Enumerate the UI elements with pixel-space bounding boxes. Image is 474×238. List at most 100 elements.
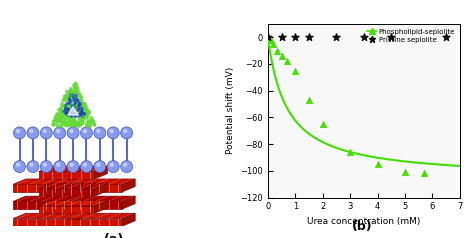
Point <box>80 102 87 106</box>
X-axis label: Urea concentration (mM): Urea concentration (mM) <box>307 217 420 226</box>
Point <box>61 106 69 110</box>
Point <box>75 120 82 124</box>
Point <box>67 88 74 92</box>
Point <box>58 111 66 115</box>
Point <box>64 113 72 117</box>
Point <box>78 110 85 114</box>
Point <box>71 84 79 88</box>
Point <box>64 99 71 102</box>
Point <box>61 118 68 122</box>
Point <box>58 114 65 117</box>
Point <box>74 112 82 116</box>
Point <box>56 110 64 114</box>
Text: (a): (a) <box>104 233 124 238</box>
Point <box>70 122 77 126</box>
Point <box>74 106 82 109</box>
Point <box>66 104 73 108</box>
Point <box>76 119 84 123</box>
Point <box>75 111 82 114</box>
Point <box>78 107 85 110</box>
Point <box>87 118 94 122</box>
Point <box>63 112 70 116</box>
Point <box>70 106 78 109</box>
Point <box>85 123 92 127</box>
Point <box>73 97 81 101</box>
Point <box>67 91 74 95</box>
Point <box>66 86 73 89</box>
Point <box>63 101 70 105</box>
Point <box>89 119 97 123</box>
Point <box>64 104 72 108</box>
Point <box>79 102 87 105</box>
Point <box>82 108 90 112</box>
Point <box>68 107 76 111</box>
Point <box>66 119 73 123</box>
Point <box>55 108 62 111</box>
Point <box>83 119 91 123</box>
Point <box>63 89 70 93</box>
Point <box>77 111 85 115</box>
Polygon shape <box>94 166 107 179</box>
Point <box>69 103 77 106</box>
Point <box>88 117 95 121</box>
Point <box>62 99 69 102</box>
Point <box>78 112 85 116</box>
Point <box>73 108 81 112</box>
Circle shape <box>97 129 100 133</box>
Point <box>79 116 87 119</box>
Point <box>67 89 74 93</box>
Point <box>74 89 82 93</box>
Point <box>87 117 95 120</box>
Point <box>61 94 68 98</box>
Point <box>72 87 79 90</box>
Point <box>79 120 87 124</box>
Polygon shape <box>69 179 82 192</box>
Point <box>73 112 80 116</box>
Point <box>79 117 86 121</box>
Point <box>63 121 70 125</box>
Point <box>78 94 85 98</box>
Point <box>73 91 80 95</box>
Point <box>73 121 81 125</box>
Point <box>58 117 66 121</box>
Point <box>76 105 83 109</box>
Point <box>64 123 71 127</box>
Point <box>88 120 96 124</box>
Point <box>66 88 73 92</box>
Point <box>56 123 64 127</box>
Point <box>51 114 59 118</box>
Point <box>82 123 90 127</box>
Point <box>84 111 91 115</box>
Point <box>63 121 70 125</box>
Point <box>78 114 85 118</box>
Point <box>74 89 82 93</box>
Point <box>72 95 80 99</box>
Point <box>76 116 83 120</box>
Point <box>73 86 81 89</box>
Point <box>57 105 64 109</box>
Point <box>65 97 73 100</box>
Point <box>70 110 78 114</box>
Point <box>64 101 72 104</box>
Polygon shape <box>13 184 69 192</box>
Point <box>72 93 80 97</box>
Point <box>52 122 60 126</box>
Circle shape <box>94 127 106 139</box>
Point <box>69 93 77 97</box>
Point <box>63 110 71 114</box>
Point <box>72 89 79 93</box>
Point <box>69 104 76 107</box>
Point <box>73 98 81 101</box>
Point <box>56 123 64 127</box>
Point <box>52 116 59 119</box>
Circle shape <box>120 127 133 139</box>
Point <box>62 105 69 109</box>
Point <box>90 122 98 126</box>
Point <box>73 109 81 113</box>
Point <box>64 108 72 112</box>
Polygon shape <box>13 201 69 209</box>
Point <box>62 108 69 112</box>
Point <box>76 119 84 123</box>
Point <box>70 104 78 108</box>
Point <box>50 123 57 127</box>
